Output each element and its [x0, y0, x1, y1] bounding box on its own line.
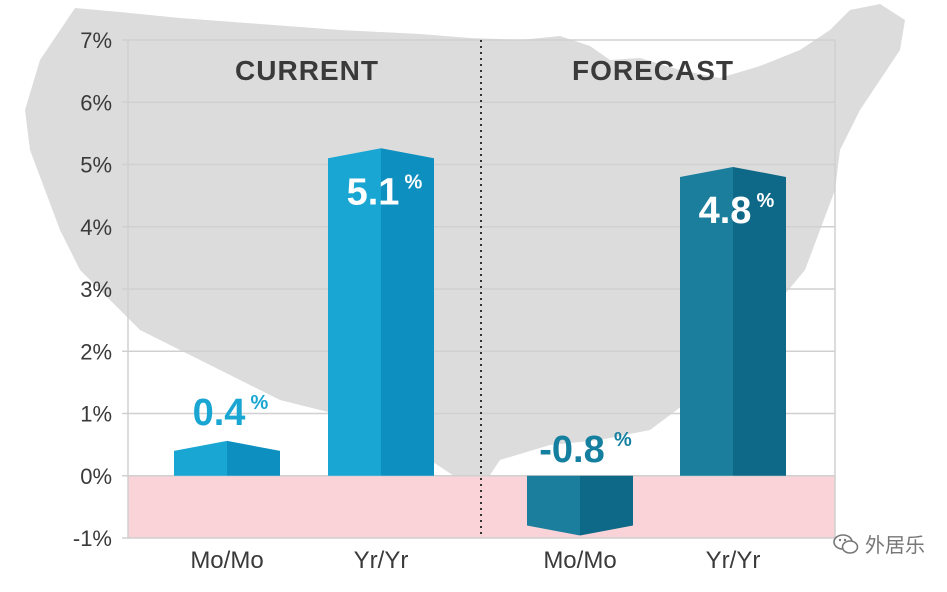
y-tick-label: 5%	[80, 153, 112, 178]
watermark-text: 外居乐	[865, 533, 925, 557]
data-label-unit: %	[405, 171, 423, 193]
data-label: 5.1	[347, 171, 400, 213]
panel-title-current: CURRENT	[235, 55, 379, 86]
bar-left-face	[174, 440, 227, 476]
bar-left-face	[328, 148, 381, 476]
y-tick-label: 7%	[80, 28, 112, 53]
y-tick-label: 4%	[80, 215, 112, 240]
bar-left-face	[527, 475, 580, 536]
panel-title-forecast: FORECAST	[572, 55, 734, 86]
y-tick-label: 1%	[80, 402, 112, 427]
watermark: 外居乐	[833, 529, 925, 558]
y-tick-label: 0%	[80, 464, 112, 489]
y-tick-label: -1%	[73, 526, 112, 551]
bar	[227, 440, 280, 476]
bar-left-face	[680, 166, 733, 476]
bar	[733, 166, 786, 476]
data-label: -0.8	[539, 429, 604, 471]
y-tick-label: 6%	[80, 90, 112, 115]
y-tick-label: 2%	[80, 339, 112, 364]
y-tick-label: 3%	[80, 277, 112, 302]
data-label-unit: %	[251, 392, 269, 414]
data-label: 0.4	[193, 392, 246, 434]
x-tick-label: Yr/Yr	[354, 547, 409, 574]
data-label: 4.8	[699, 190, 752, 232]
x-tick-label: Mo/Mo	[543, 547, 616, 574]
bar	[580, 475, 633, 536]
x-tick-label: Yr/Yr	[706, 547, 761, 574]
wechat-icon	[833, 533, 859, 554]
bar	[381, 148, 434, 476]
data-label-unit: %	[757, 190, 775, 212]
x-tick-label: Mo/Mo	[190, 547, 263, 574]
data-label-unit: %	[614, 429, 632, 451]
